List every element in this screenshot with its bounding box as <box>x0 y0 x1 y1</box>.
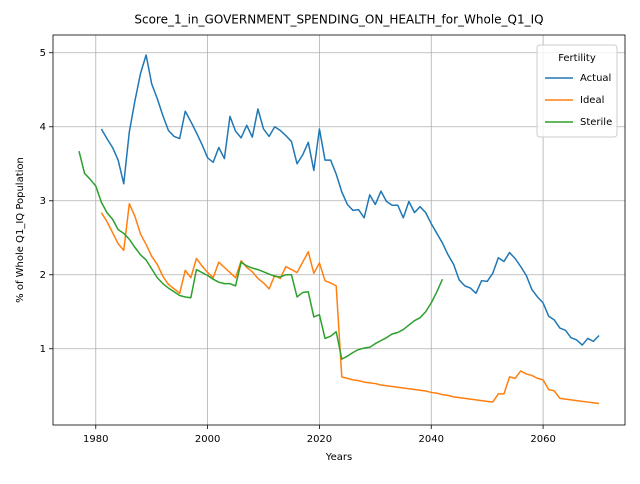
legend-title: Fertility <box>558 53 596 64</box>
legend-label: Sterile <box>580 117 612 128</box>
x-tick-label: 1980 <box>83 434 108 445</box>
axes-frame <box>52 34 626 426</box>
legend: Fertility Actual Ideal Sterile <box>536 44 618 138</box>
x-tick-label: 2020 <box>307 434 332 445</box>
x-tick-label: 2040 <box>419 434 444 445</box>
y-axis-label: % of Whole Q1_IQ Population <box>15 157 26 303</box>
y-tick-label: 1 <box>40 344 46 355</box>
y-tick-label: 3 <box>40 196 46 207</box>
legend-box <box>536 44 618 138</box>
line-series <box>100 202 600 405</box>
line-series <box>100 54 600 346</box>
x-axis-label: Years <box>325 452 352 463</box>
legend-label: Actual <box>580 73 611 84</box>
y-tick-label: 5 <box>40 48 46 59</box>
y-tick-label: 2 <box>40 270 46 281</box>
line-series <box>78 151 444 360</box>
legend-label: Ideal <box>580 95 604 106</box>
x-tick-label: 2060 <box>530 434 555 445</box>
x-tick-label: 2000 <box>195 434 220 445</box>
y-tick-label: 4 <box>40 122 46 133</box>
chart-title: Score_1_in_GOVERNMENT_SPENDING_ON_HEALTH… <box>134 13 543 27</box>
